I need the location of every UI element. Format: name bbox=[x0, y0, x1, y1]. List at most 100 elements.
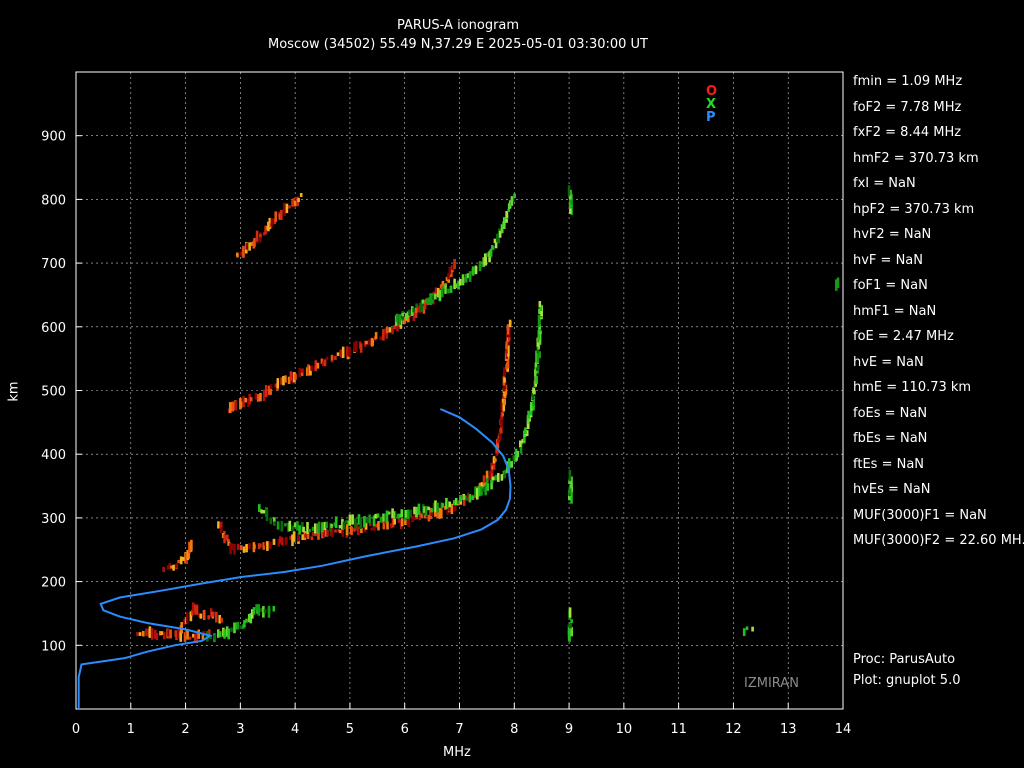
o-trace-point bbox=[506, 356, 510, 368]
x-trace-point bbox=[538, 301, 542, 308]
x-trace-point bbox=[273, 517, 276, 523]
x-trace-point bbox=[525, 430, 529, 436]
x-tick-label: 14 bbox=[835, 722, 852, 737]
o-trace-point bbox=[433, 512, 437, 517]
x-trace-point bbox=[532, 395, 535, 406]
x-trace-point bbox=[526, 415, 530, 424]
param-hvf2: hvF2 = NaN bbox=[853, 227, 932, 242]
x-trace-point bbox=[379, 516, 383, 523]
o-trace-point bbox=[270, 218, 274, 227]
x-trace-point bbox=[510, 196, 514, 206]
o-trace-point bbox=[244, 397, 248, 403]
x-trace-point bbox=[516, 450, 520, 458]
o-trace-point bbox=[447, 273, 450, 280]
x-axis-ticks: 0 1 2 3 4 5 6 7 8 9 10 11 12 13 14 bbox=[72, 703, 851, 737]
y-tick-label: 900 bbox=[41, 130, 66, 145]
o-trace-point bbox=[267, 221, 270, 232]
x-trace-point bbox=[409, 509, 412, 518]
x-trace-point bbox=[401, 312, 404, 317]
x-trace-point bbox=[464, 273, 468, 283]
x-trace-point bbox=[247, 614, 251, 623]
o-trace-point bbox=[393, 325, 396, 330]
o-trace-point bbox=[292, 531, 296, 542]
o-trace-point bbox=[420, 513, 423, 518]
o-trace-point bbox=[423, 514, 427, 519]
x-trace-point bbox=[462, 495, 466, 500]
x-trace-point bbox=[298, 525, 301, 535]
x-trace-point bbox=[209, 634, 212, 639]
o-trace-point bbox=[259, 543, 262, 548]
o-trace-point bbox=[407, 515, 411, 528]
o-trace-point bbox=[233, 543, 236, 555]
x-trace-point bbox=[537, 315, 541, 327]
o-trace-point bbox=[285, 203, 289, 214]
o-trace-point bbox=[496, 439, 499, 449]
o-trace-point bbox=[422, 306, 426, 314]
x-trace-point bbox=[407, 509, 410, 520]
o-trace-point bbox=[179, 631, 182, 642]
o-trace-point bbox=[289, 536, 292, 540]
o-trace-point bbox=[423, 300, 426, 308]
o-trace-point bbox=[448, 266, 452, 275]
y-tick-label: 500 bbox=[41, 385, 66, 400]
x-trace-point bbox=[434, 500, 437, 512]
x-trace-point bbox=[406, 311, 410, 318]
x-trace-point bbox=[486, 483, 490, 491]
o-trace-point bbox=[262, 389, 266, 402]
x-axis-label: MHz bbox=[443, 745, 471, 760]
x-trace-point bbox=[217, 629, 220, 638]
o-trace-point bbox=[301, 368, 304, 373]
o-trace-point bbox=[345, 524, 349, 536]
o-trace-point bbox=[188, 636, 192, 640]
x-trace-point bbox=[745, 626, 749, 631]
o-trace-point bbox=[268, 385, 271, 395]
o-trace-point bbox=[293, 200, 297, 207]
x-trace-point bbox=[354, 518, 357, 529]
x-trace-point bbox=[342, 521, 346, 530]
footer: Proc: ParusAuto Plot: gnuplot 5.0 bbox=[853, 649, 960, 691]
trace-points bbox=[136, 185, 840, 644]
o-trace-point bbox=[262, 542, 265, 550]
x-trace-point bbox=[400, 509, 404, 517]
o-trace-point bbox=[502, 393, 505, 399]
o-trace-point bbox=[266, 541, 269, 551]
o-trace-point bbox=[242, 546, 246, 553]
x-trace-point bbox=[420, 300, 424, 312]
x-trace-point bbox=[233, 622, 236, 634]
o-trace-point bbox=[330, 354, 334, 361]
chart-subtitle: Moscow (34502) 55.49 N,37.29 E 2025-05-0… bbox=[268, 37, 648, 52]
o-trace-point bbox=[194, 633, 197, 643]
x-trace-point bbox=[417, 503, 421, 515]
o-trace-point bbox=[207, 629, 211, 635]
o-trace-point bbox=[382, 329, 385, 341]
o-trace-point bbox=[400, 518, 404, 527]
x-trace-point bbox=[519, 440, 522, 447]
o-trace-point bbox=[242, 396, 245, 408]
o-trace-point bbox=[301, 534, 304, 540]
o-trace-point bbox=[190, 539, 193, 551]
x-trace-point bbox=[302, 526, 305, 533]
x-trace-point bbox=[314, 523, 317, 534]
o-trace-point bbox=[248, 543, 251, 549]
o-trace-point bbox=[353, 342, 356, 353]
x-trace-point bbox=[225, 626, 229, 637]
o-trace-point bbox=[500, 401, 503, 411]
o-trace-point bbox=[264, 385, 268, 397]
x-trace-point bbox=[569, 484, 572, 494]
x-trace-point bbox=[521, 438, 525, 444]
x-trace-point bbox=[527, 410, 530, 419]
x-trace-point bbox=[490, 479, 493, 490]
o-trace-point bbox=[272, 538, 276, 545]
x-trace-point bbox=[325, 521, 328, 529]
x-trace-point bbox=[272, 606, 276, 612]
o-trace-point bbox=[407, 314, 410, 323]
x-trace-point bbox=[474, 486, 477, 499]
x-trace-point bbox=[408, 309, 411, 316]
o-trace-point bbox=[236, 252, 239, 256]
x-trace-point bbox=[311, 526, 315, 531]
o-trace-point bbox=[436, 288, 440, 298]
o-trace-point bbox=[357, 526, 360, 536]
x-trace-point bbox=[239, 625, 243, 630]
x-trace-point bbox=[432, 502, 436, 512]
o-trace-point bbox=[397, 517, 401, 523]
